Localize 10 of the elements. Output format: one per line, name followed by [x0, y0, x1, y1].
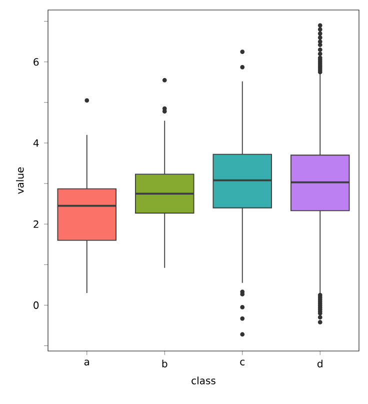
y-axis-title: value [16, 167, 24, 194]
y-tick-label: 0 [34, 301, 39, 309]
x-tick-label: a [84, 360, 90, 366]
x-tick-label: b [162, 360, 168, 368]
y-tick-label: 4 [33, 139, 39, 147]
y-tick-label: 2 [34, 220, 38, 228]
x-axis-title: class [192, 376, 216, 384]
x-tick-label: d [317, 360, 322, 368]
y-tick-label: 6 [34, 58, 39, 66]
x-tick-label: c [240, 360, 244, 366]
